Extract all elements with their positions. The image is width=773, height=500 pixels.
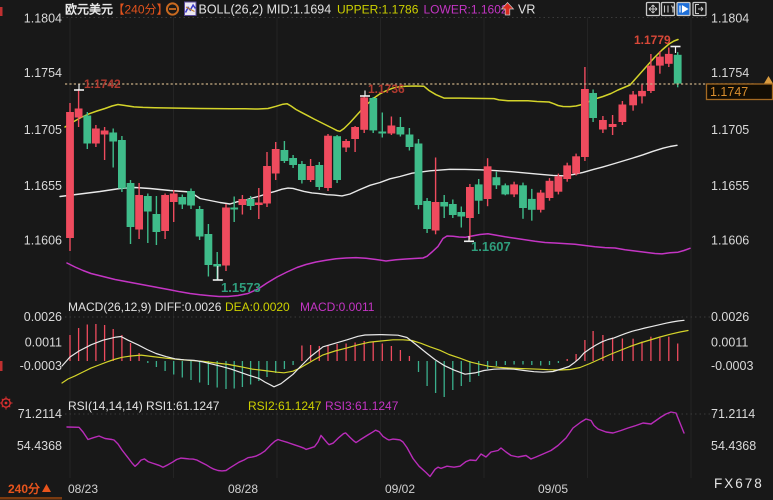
svg-text:LOWER:1.1602: LOWER:1.1602 bbox=[424, 3, 508, 17]
svg-text:1.1655: 1.1655 bbox=[24, 179, 62, 193]
svg-text:RSI3:61.1247: RSI3:61.1247 bbox=[325, 399, 399, 413]
svg-text:1.1742: 1.1742 bbox=[84, 77, 121, 91]
svg-text:08/28: 08/28 bbox=[228, 482, 258, 496]
svg-text:1.1804: 1.1804 bbox=[711, 12, 749, 26]
svg-text:RSI2:61.1247: RSI2:61.1247 bbox=[248, 399, 322, 413]
svg-text:DEA:0.0020: DEA:0.0020 bbox=[225, 300, 290, 314]
svg-text:-0.0003: -0.0003 bbox=[20, 359, 62, 373]
svg-text:09/05: 09/05 bbox=[538, 482, 568, 496]
svg-text:欧元美元: 欧元美元 bbox=[65, 2, 113, 17]
svg-text:1.1779: 1.1779 bbox=[634, 33, 671, 47]
svg-text:1.1705: 1.1705 bbox=[24, 123, 62, 137]
svg-text:MACD:0.0011: MACD:0.0011 bbox=[300, 300, 375, 314]
svg-text:09/02: 09/02 bbox=[385, 482, 415, 496]
svg-text:0.0026: 0.0026 bbox=[24, 310, 62, 324]
svg-text:1.1573: 1.1573 bbox=[221, 280, 261, 295]
svg-text:54.4368: 54.4368 bbox=[17, 439, 62, 453]
svg-text:1.1754: 1.1754 bbox=[24, 66, 62, 80]
svg-text:1.1655: 1.1655 bbox=[711, 179, 749, 193]
svg-text:0.0011: 0.0011 bbox=[711, 336, 748, 350]
svg-text:MACD(26,12,9) DIFF:0.0026: MACD(26,12,9) DIFF:0.0026 bbox=[68, 300, 222, 314]
svg-text:1.1607: 1.1607 bbox=[471, 239, 511, 254]
svg-text:71.2114: 71.2114 bbox=[18, 407, 62, 421]
svg-text:1.1736: 1.1736 bbox=[368, 82, 405, 96]
svg-text:54.4368: 54.4368 bbox=[711, 439, 756, 453]
svg-text:【240分】: 【240分】 bbox=[113, 3, 169, 17]
svg-text:1.1747: 1.1747 bbox=[710, 85, 748, 99]
svg-text:08/23: 08/23 bbox=[68, 482, 98, 496]
svg-text:1.1754: 1.1754 bbox=[711, 66, 749, 80]
svg-text:FX678: FX678 bbox=[714, 476, 764, 491]
svg-text:71.2114: 71.2114 bbox=[711, 407, 755, 421]
svg-text:1.1705: 1.1705 bbox=[711, 123, 749, 137]
svg-text:RSI(14,14,14) RSI1:61.1247: RSI(14,14,14) RSI1:61.1247 bbox=[68, 399, 220, 413]
svg-text:UPPER:1.1786: UPPER:1.1786 bbox=[337, 3, 419, 17]
svg-text:1.1606: 1.1606 bbox=[711, 234, 749, 248]
svg-text:1.1606: 1.1606 bbox=[24, 234, 62, 248]
svg-text:0.0026: 0.0026 bbox=[711, 310, 749, 324]
svg-text:240分: 240分 bbox=[8, 481, 40, 496]
svg-text:-0.0003: -0.0003 bbox=[711, 359, 753, 373]
svg-text:VR: VR bbox=[518, 3, 535, 17]
svg-text:1.1804: 1.1804 bbox=[24, 12, 62, 26]
svg-text:0.0011: 0.0011 bbox=[25, 336, 62, 350]
svg-text:BOLL(26,2) MID:1.1694: BOLL(26,2) MID:1.1694 bbox=[199, 3, 332, 17]
